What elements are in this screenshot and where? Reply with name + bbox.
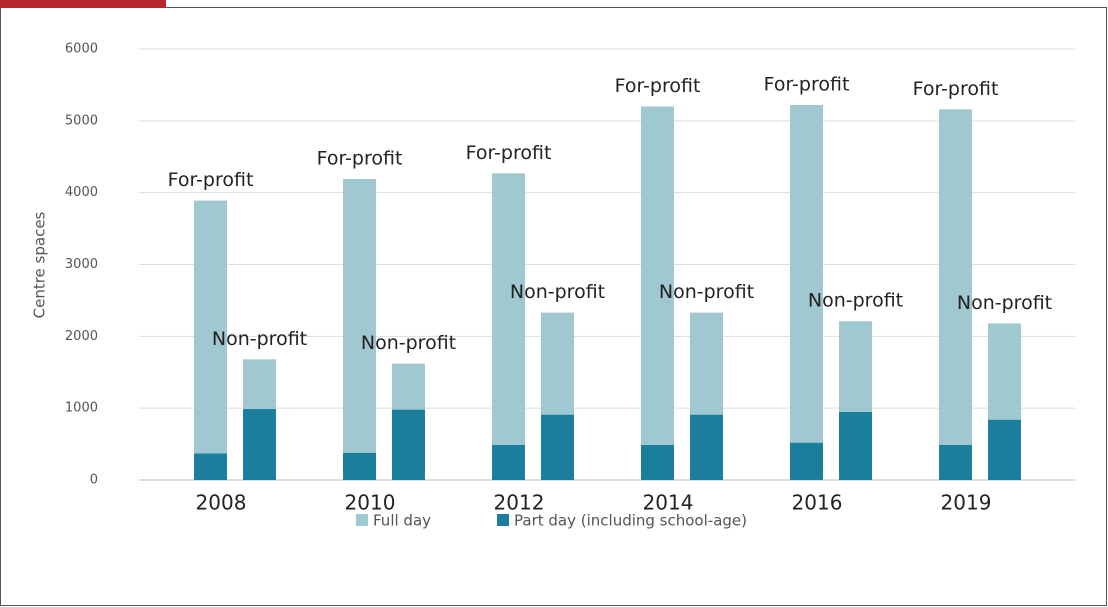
accent-bar	[0, 0, 166, 8]
bar-segment	[839, 411, 872, 480]
bar-label: Non-profit	[808, 290, 903, 312]
bar-segment	[243, 359, 276, 409]
bar-segment	[541, 312, 574, 415]
bar-segment	[939, 444, 972, 480]
bar-label: For-profit	[615, 75, 701, 97]
bar-segment	[939, 109, 972, 445]
bar-segment	[690, 312, 723, 415]
x-tick-label: 2019	[941, 491, 992, 515]
bar-segment	[492, 444, 525, 480]
y-axis-label: Centre spaces	[31, 211, 49, 318]
bar-label: Non-profit	[361, 332, 456, 354]
legend-label: Full day	[373, 512, 431, 530]
bar-segment	[541, 414, 574, 480]
x-tick-label: 2008	[196, 491, 247, 515]
y-tick-label: 6000	[65, 42, 98, 57]
y-tick-label: 4000	[65, 185, 98, 200]
legend-swatch	[497, 514, 510, 526]
bar-segment	[641, 106, 674, 445]
frame	[0, 7, 1107, 606]
bar-segment	[790, 442, 823, 480]
bar-label: For-profit	[913, 78, 999, 100]
y-tick-label: 0	[90, 473, 98, 488]
bar-segment	[988, 323, 1021, 420]
y-tick-label: 2000	[65, 329, 98, 344]
x-tick-label: 2010	[345, 491, 396, 515]
bar-segment	[392, 363, 425, 410]
bar-label: For-profit	[466, 142, 552, 164]
bar-segment	[194, 200, 227, 454]
bar-segment	[492, 173, 525, 445]
x-tick-label: 2012	[494, 491, 545, 515]
legend-label: Part day (including school-age)	[514, 512, 747, 530]
bar-segment	[641, 444, 674, 480]
bar-label: For-profit	[168, 169, 254, 191]
bar-segment	[243, 408, 276, 480]
bar-label: For-profit	[764, 74, 850, 96]
y-tick-label: 5000	[65, 113, 98, 128]
bar-segment	[790, 105, 823, 443]
bar-segment	[988, 419, 1021, 480]
bar-label: Non-profit	[510, 281, 605, 303]
x-tick-label: 2016	[792, 491, 843, 515]
bar-label: Non-profit	[659, 281, 754, 303]
y-tick-label: 1000	[65, 401, 98, 416]
bar-segment	[343, 452, 376, 480]
bar-segment	[343, 179, 376, 453]
bar-segment	[392, 409, 425, 480]
bar-segment	[839, 321, 872, 412]
bar-label: Non-profit	[212, 328, 307, 350]
bar-segment	[194, 453, 227, 480]
legend-swatch	[356, 514, 368, 526]
bar-label: For-profit	[317, 148, 403, 170]
y-tick-label: 3000	[65, 257, 98, 272]
bar-segment	[690, 414, 723, 480]
x-tick-label: 2014	[643, 491, 694, 515]
bar-label: Non-profit	[957, 292, 1052, 314]
